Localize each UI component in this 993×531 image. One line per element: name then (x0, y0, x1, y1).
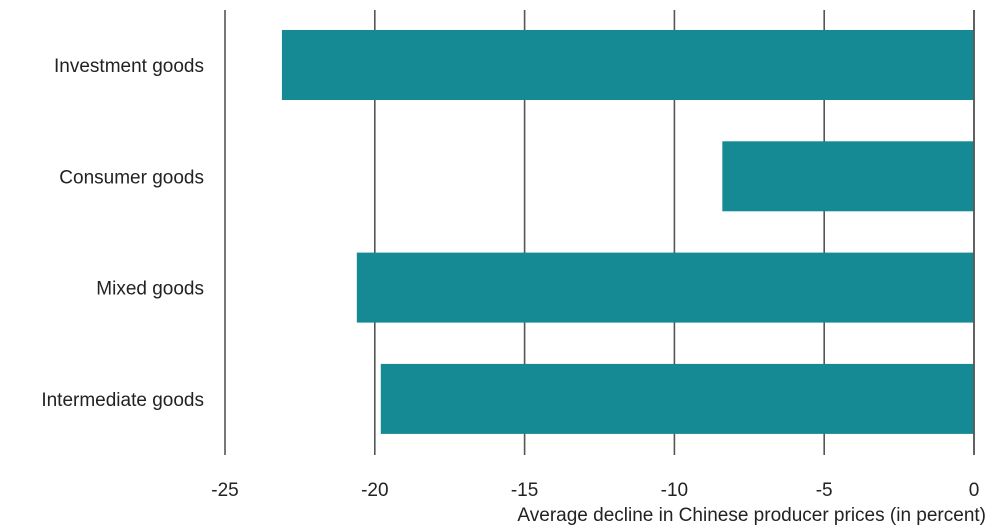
x-tick-label: 0 (969, 480, 980, 501)
bar-intermediate-goods (380, 363, 974, 434)
x-axis-title: Average decline in Chinese producer pric… (517, 505, 986, 526)
x-tick-label: -10 (661, 480, 688, 501)
x-tick-label: -5 (816, 480, 833, 501)
category-label: Intermediate goods (41, 390, 204, 411)
category-label: Investment goods (54, 56, 204, 77)
x-tick-label: -15 (511, 480, 538, 501)
x-tick-label: -20 (361, 480, 388, 501)
category-label: Mixed goods (96, 279, 204, 300)
bar-consumer-goods (722, 141, 974, 212)
x-tick-labels: -25 -20 -15 -10 -5 0 (211, 480, 979, 501)
bar-mixed-goods (356, 252, 975, 323)
category-labels: Investment goods Consumer goods Mixed good… (41, 56, 204, 411)
bars (281, 10, 975, 455)
category-label: Consumer goods (59, 167, 204, 188)
x-tick-label: -25 (211, 480, 238, 501)
bar-investment-goods (281, 30, 974, 100)
